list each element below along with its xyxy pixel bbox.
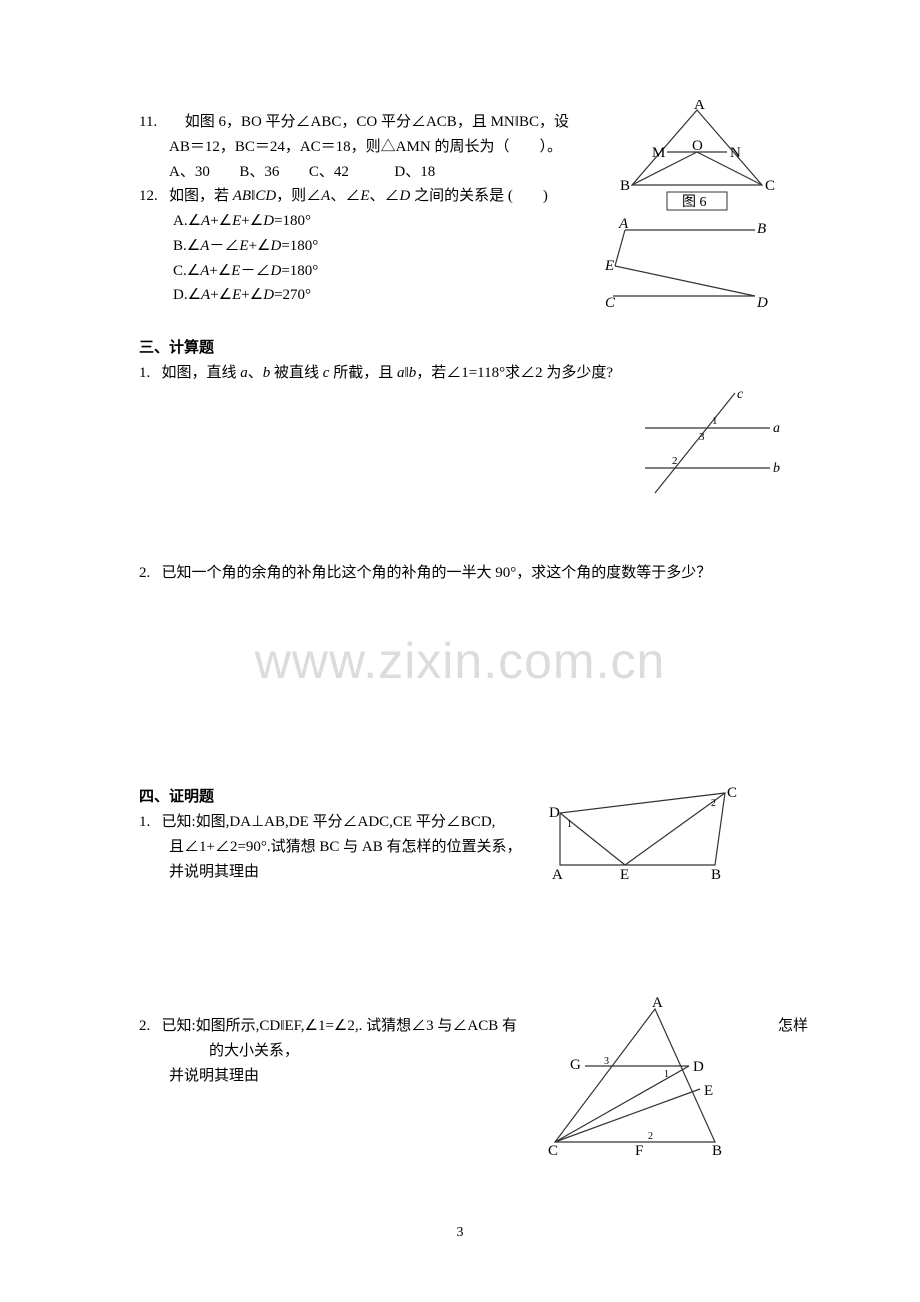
s3q1-ia: a [240,365,248,381]
sec3-q2-text: 已知一个角的余角的补角比这个角的补角的一半大 90°，求这个角的度数等于多少？ [162,565,712,581]
q11-optC: C、42 [309,164,349,180]
sec4-q2-l2: 的大小关系， [139,1039,790,1064]
sec4-q1-t1: 已知:如图,DA⊥AB,DE 平分∠ADC,CE 平分∠BCD, [162,814,496,830]
sec4-q2-l3: 并说明其理由 [139,1064,790,1089]
s3q1-iab: a‖b [397,365,416,381]
q11-optD: D、18 [394,164,435,180]
s3q1-c: 被直线 [270,365,323,381]
sec4-q2-num: 2. [139,1018,150,1034]
q12-A: A [321,188,330,204]
q12-cd: CD [255,188,276,204]
q11-num: 11. [139,114,157,130]
q12-optC: C.∠A+∠E－∠D=180° [139,259,790,284]
q11-text1: 如图 6，BO 平分∠ABC，CO 平分∠ACB，且 MN‖BC，设 [185,114,569,130]
q12-ab: AB [233,188,251,204]
sec3-q1: 1. 如图，直线 a、b 被直线 c 所截，且 a‖b，若∠1=118°求∠2 … [139,361,790,386]
page-content: 11. 如图 6，BO 平分∠ABC，CO 平分∠ACB，且 MN‖BC，设 A… [139,110,790,1089]
svg-text:F: F [635,1143,643,1157]
q12-t2: ，则∠ [276,188,321,204]
q12-E: E [360,188,369,204]
svg-text:B: B [712,1143,722,1157]
page-number: 3 [457,1221,464,1244]
q12-c1: 、∠ [330,188,360,204]
q11-line1: 11. 如图 6，BO 平分∠ABC，CO 平分∠ACB，且 MN‖BC，设 [139,110,790,135]
sec4-heading: 四、证明题 [139,785,790,810]
q12-num: 12. [139,188,158,204]
sec3-heading: 三、计算题 [139,336,790,361]
q12-t3: 之间的关系是 ( ) [410,188,548,204]
sec3-q1-num: 1. [139,365,150,381]
sec4-q1-l3: 并说明其理由 [139,860,790,885]
q12-line1: 12. 如图，若 AB‖CD，则∠A、∠E、∠D 之间的关系是 ( ) [139,184,790,209]
sec4-q2-t1a: 已知:如图所示,CD‖EF,∠1=∠2,. 试猜想∠3 与∠ACB 有 [162,1018,517,1034]
q12-optD: D.∠A+∠E+∠D=270° [139,283,790,308]
q12-t1: 如图，若 [169,188,233,204]
s3q1-b: 、 [248,365,263,381]
q12-c2: 、∠ [370,188,400,204]
svg-text:2: 2 [648,1131,653,1142]
q11-optA: A、30 [169,164,210,180]
s3q1-e: ，若∠1=118°求∠2 为多少度? [416,365,613,381]
q12-optA: A.∠A+∠E+∠D=180° [139,209,790,234]
sec4-q2-t1b: 怎样 [778,1014,808,1039]
q11-line2: AB＝12，BC＝24，AC＝18，则△AMN 的周长为（ ）。 [139,135,790,160]
q11-optB: B、36 [239,164,279,180]
s3q1-a: 如图，直线 [162,365,241,381]
svg-text:C: C [548,1143,558,1157]
sec3-q2-num: 2. [139,565,150,581]
sec3-q2: 2. 已知一个角的余角的补角比这个角的补角的一半大 90°，求这个角的度数等于多… [139,561,790,586]
q11-options: A、30 B、36 C、42 D、18 [139,160,790,185]
sec4-q1-num: 1. [139,814,150,830]
sec4-q1-l2: 且∠1+∠2=90°.试猜想 BC 与 AB 有怎样的位置关系， [139,835,790,860]
q12-D: D [400,188,411,204]
s3q1-d: 所截，且 [329,365,397,381]
sec4-q1-l1: 1. 已知:如图,DA⊥AB,DE 平分∠ADC,CE 平分∠BCD, [139,810,790,835]
q12-optB: B.∠A－∠E+∠D=180° [139,234,790,259]
sec4-q2: 2. 已知:如图所示,CD‖EF,∠1=∠2,. 试猜想∠3 与∠ACB 有 怎… [139,1014,790,1039]
